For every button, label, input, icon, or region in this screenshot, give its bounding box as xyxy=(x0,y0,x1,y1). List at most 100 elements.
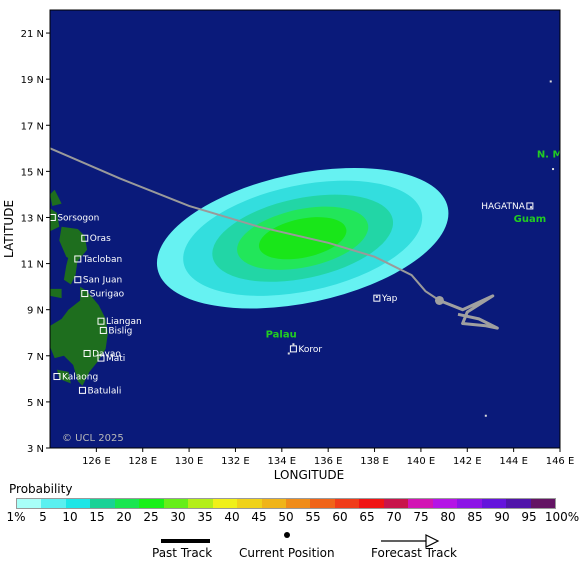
y-tick-label: 3 N xyxy=(27,444,44,455)
place-label: HAGATNA xyxy=(481,202,525,212)
x-tick-label: 136 E xyxy=(314,456,343,467)
colorbar-label: 60 xyxy=(332,510,348,524)
colorbar-swatch xyxy=(17,499,42,508)
probability-labels: 1% 5 10 15 20 25 30 35 40 45 50 55 60 65 70 75 80 85 90 95 1… xyxy=(0,510,580,526)
colorbar-label: 1% xyxy=(6,510,26,524)
place-labels: Sorsogon Oras Tacloban San Juan Surigao Liang… xyxy=(50,150,578,396)
x-tick-label: 126 E xyxy=(82,456,111,467)
colorbar-swatch xyxy=(506,499,531,508)
x-tick-label: 142 E xyxy=(453,456,482,467)
y-tick-label: 11 N xyxy=(21,260,44,271)
colorbar-label: 10 xyxy=(62,510,78,524)
past-track-label: Past Track xyxy=(152,546,213,560)
forecast-track-label: Forecast Track xyxy=(371,546,457,560)
colorbar-label: 15 xyxy=(89,510,105,524)
x-tick-label: 140 E xyxy=(407,456,436,467)
place-label: Surigao xyxy=(90,290,125,300)
probability-colorbar xyxy=(16,498,556,509)
place-marker xyxy=(373,294,381,302)
current-position-symbol xyxy=(284,532,290,538)
place-marker xyxy=(74,276,82,284)
place-marker xyxy=(526,202,534,210)
place-label: Liangan xyxy=(106,317,142,327)
region-label: N. Mari xyxy=(537,150,578,161)
x-tick-label: 144 E xyxy=(499,456,528,467)
island-dot xyxy=(375,296,378,299)
colorbar-label: 80 xyxy=(440,510,456,524)
place-marker xyxy=(78,386,86,394)
place-marker xyxy=(289,345,297,353)
y-tick-label: 7 N xyxy=(27,352,44,363)
colorbar-swatch xyxy=(163,499,189,508)
y-tick-label: 15 N xyxy=(21,167,44,178)
land-area xyxy=(50,288,62,299)
place-marker xyxy=(74,255,82,263)
colorbar-swatch xyxy=(188,499,213,508)
colorbar-label: 100% xyxy=(544,510,580,524)
place-label: Bislig xyxy=(108,326,132,336)
x-tick-label: 138 E xyxy=(360,456,389,467)
colorbar-swatch xyxy=(359,499,384,508)
colorbar-label: 90 xyxy=(494,510,510,524)
colorbar-label: 70 xyxy=(386,510,402,524)
colorbar-swatch xyxy=(114,499,140,508)
colorbar-swatch xyxy=(530,499,555,508)
place-label: Yap xyxy=(381,294,398,304)
colorbar-label: 85 xyxy=(467,510,483,524)
y-tick-label: 17 N xyxy=(21,121,44,132)
colorbar-label: 35 xyxy=(197,510,213,524)
place-label: Batulali xyxy=(87,386,121,396)
island-dot xyxy=(549,80,552,83)
colorbar-label: 65 xyxy=(359,510,375,524)
past-track-line xyxy=(50,147,441,302)
place-label: Kalaong xyxy=(62,373,98,383)
land-area xyxy=(50,189,62,206)
colorbar-swatch xyxy=(139,499,164,508)
place-marker xyxy=(99,326,107,334)
place-label: San Juan xyxy=(83,276,122,286)
place-marker xyxy=(81,234,89,242)
forecast-arrow-icon xyxy=(425,534,440,548)
x-tick-label: 132 E xyxy=(221,456,250,467)
land-area xyxy=(59,226,88,264)
x-tick-label: 146 E xyxy=(546,456,575,467)
land-masses xyxy=(50,80,555,417)
land-area xyxy=(50,286,108,386)
track-layer xyxy=(50,147,499,330)
island-dot xyxy=(530,206,533,209)
place-marker xyxy=(97,317,105,325)
place-marker xyxy=(50,213,56,221)
copyright-text: © UCL 2025 xyxy=(62,433,124,444)
region-label: Guam xyxy=(514,214,547,225)
colorbar-swatch xyxy=(261,499,286,508)
colorbar-label: 40 xyxy=(224,510,240,524)
island-dot xyxy=(292,343,295,346)
colorbar-swatch xyxy=(212,499,238,508)
forecast-track-line xyxy=(438,294,499,330)
colorbar-swatch xyxy=(457,499,482,508)
colorbar-swatch xyxy=(65,499,91,508)
colorbar-label: 30 xyxy=(170,510,186,524)
current-position-label: Current Position xyxy=(239,546,335,560)
colorbar-swatch xyxy=(334,499,360,508)
x-tick-label: 130 E xyxy=(175,456,204,467)
probability-contour xyxy=(258,217,347,260)
colorbar-swatch xyxy=(310,499,335,508)
place-label: Tacloban xyxy=(82,255,122,265)
y-tick-label: 21 N xyxy=(21,29,44,40)
colorbar-swatch xyxy=(90,499,115,508)
place-marker xyxy=(81,290,89,298)
colorbar-label: 45 xyxy=(251,510,267,524)
colorbar-label: 95 xyxy=(521,510,537,524)
place-marker xyxy=(83,349,91,357)
colorbar-swatch xyxy=(237,499,262,508)
colorbar-swatch xyxy=(285,499,311,508)
island-dot xyxy=(287,352,290,355)
current-position-marker xyxy=(434,295,444,305)
land-area xyxy=(63,256,78,285)
x-axis-ticks: 126 E 128 E 130 E 132 E 134 E 136 E 138 E 140 E… xyxy=(82,448,574,467)
colorbar-label: 25 xyxy=(143,510,159,524)
probability-field xyxy=(156,167,449,309)
colorbar-label: 20 xyxy=(116,510,132,524)
